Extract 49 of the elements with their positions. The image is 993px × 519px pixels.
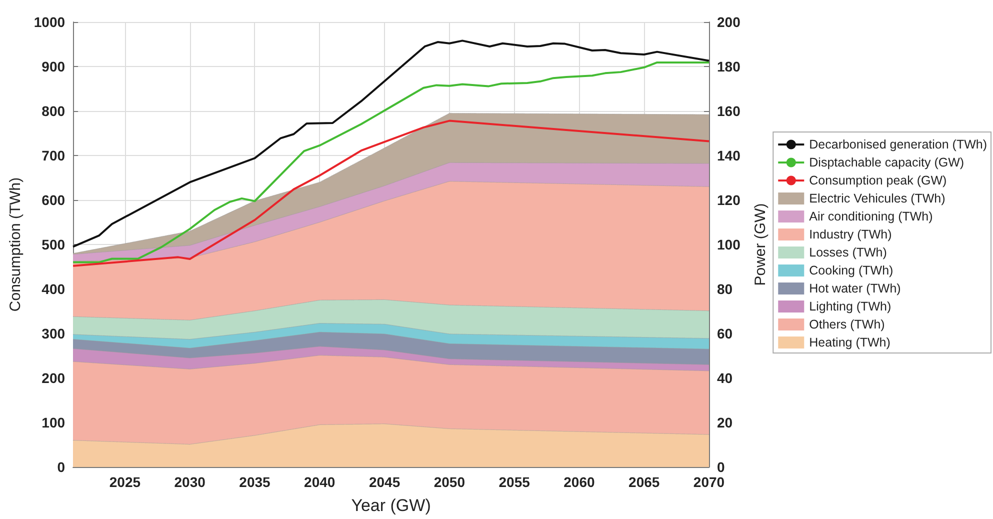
x-tick-label: 2070 xyxy=(693,474,725,490)
x-tick-label: 2060 xyxy=(564,474,595,490)
legend-label: Cooking (TWh) xyxy=(809,264,894,278)
y-tick-label: 1000 xyxy=(34,14,66,30)
y2-tick-label: 140 xyxy=(717,148,741,164)
x-tick-label: 2030 xyxy=(174,474,206,490)
y-tick-label: 600 xyxy=(42,192,66,208)
y2-tick-label: 60 xyxy=(717,326,733,342)
y2-tick-label: 100 xyxy=(717,236,741,252)
legend-label: Heating (TWh) xyxy=(809,336,890,350)
y-tick-label: 700 xyxy=(42,148,66,164)
y2-tick-label: 20 xyxy=(717,414,733,430)
legend-label: Consumption peak (GW) xyxy=(809,174,947,188)
x-tick-label: 2065 xyxy=(628,474,660,490)
y2-tick-label: 0 xyxy=(717,459,725,475)
legend-label: Hot water (TWh) xyxy=(809,282,901,296)
legend-label: Decarbonised generation (TWh) xyxy=(809,138,988,152)
y-axis-title: Consumption (TWh) xyxy=(7,177,24,312)
line-series xyxy=(72,61,710,264)
legend-label: Others (TWh) xyxy=(809,318,885,332)
y-tick-label: 900 xyxy=(42,58,66,74)
y-tick-label: 500 xyxy=(42,236,66,252)
y2-tick-label: 180 xyxy=(717,58,741,74)
legend-label: Electric Vehicules (TWh) xyxy=(809,192,946,206)
y2-axis-title: Power (GW) xyxy=(752,203,769,286)
y2-tick-label: 160 xyxy=(717,103,741,119)
y2-tick-label: 40 xyxy=(717,370,733,386)
y-tick-label: 300 xyxy=(42,326,66,342)
legend-label: Air conditioning (TWh) xyxy=(809,210,933,224)
x-tick-label: 2025 xyxy=(109,474,141,490)
x-tick-label: 2055 xyxy=(498,474,530,490)
x-tick-label: 2050 xyxy=(434,474,466,490)
y2-tick-label: 120 xyxy=(717,192,741,208)
legend-label: Disptachable capacity (GW) xyxy=(809,156,964,170)
legend-label: Losses (TWh) xyxy=(809,246,887,260)
y-tick-label: 0 xyxy=(57,459,66,475)
legend-label: Lighting (TWh) xyxy=(809,300,892,314)
legend-label: Industry (TWh) xyxy=(809,228,892,242)
y-tick-label: 400 xyxy=(42,281,66,297)
y2-tick-label: 200 xyxy=(717,14,741,30)
x-axis-title: Year (GW) xyxy=(351,496,431,515)
y-tick-label: 200 xyxy=(42,370,66,386)
x-tick-label: 2045 xyxy=(368,474,400,490)
y-tick-label: 100 xyxy=(42,414,66,430)
line-series xyxy=(72,40,710,248)
x-tick-label: 2040 xyxy=(304,474,336,490)
x-tick-label: 2035 xyxy=(239,474,271,490)
y2-tick-label: 80 xyxy=(717,281,733,297)
y-tick-label: 800 xyxy=(42,103,66,119)
